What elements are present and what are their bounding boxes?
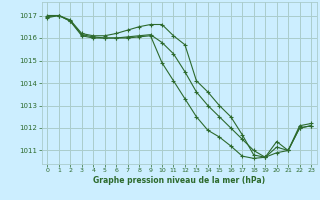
X-axis label: Graphe pression niveau de la mer (hPa): Graphe pression niveau de la mer (hPa) (93, 176, 265, 185)
